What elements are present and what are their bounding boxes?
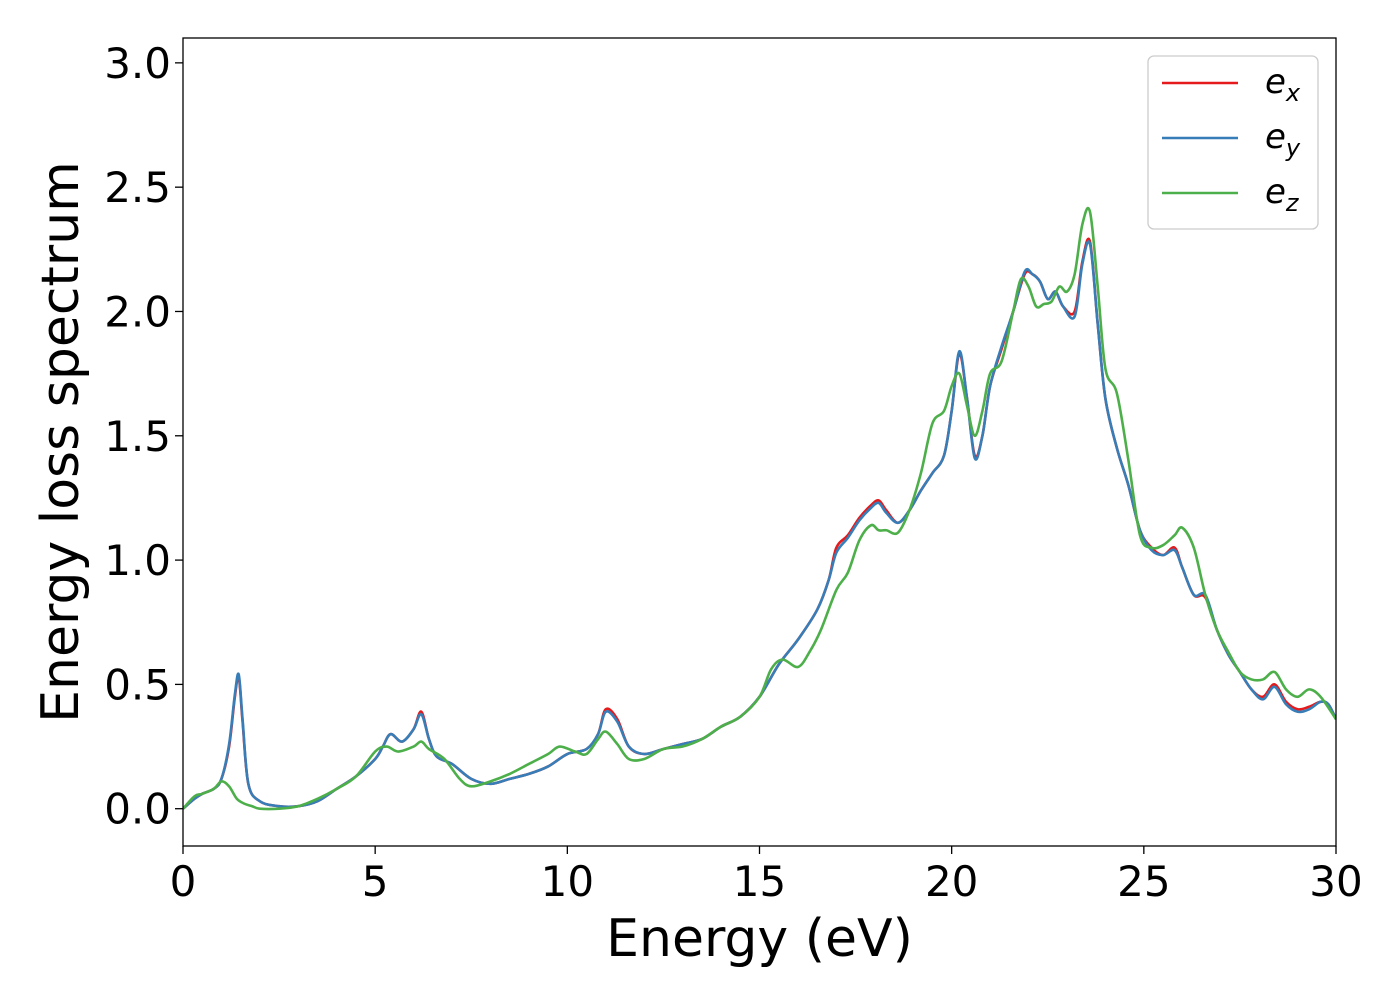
y-axis-label: Energy loss spectrum xyxy=(31,161,91,723)
legend-box xyxy=(1147,55,1319,230)
y-tick-label: 0.5 xyxy=(104,660,171,709)
legend-entry-ex: ex xyxy=(1265,62,1301,107)
series-layer xyxy=(183,206,1336,811)
series-line-ez xyxy=(183,206,1336,811)
x-tick-label: 15 xyxy=(733,857,786,906)
x-tick-label: 30 xyxy=(1309,857,1362,906)
y-tick-label: 0.0 xyxy=(104,785,171,834)
y-axis-ticks: 0.0 0.5 1.0 1.5 2.0 2.5 3.0 xyxy=(104,39,183,834)
x-tick-label: 25 xyxy=(1117,857,1170,906)
y-tick-label: 2.5 xyxy=(104,163,171,212)
x-axis-label: Energy (eV) xyxy=(606,909,913,969)
legend: ex ey ez xyxy=(1147,55,1319,230)
x-tick-label: 20 xyxy=(925,857,978,906)
legend-entry-ez: ez xyxy=(1265,172,1300,217)
x-tick-label: 10 xyxy=(541,857,594,906)
x-axis-ticks: 0 5 10 15 20 25 30 xyxy=(170,846,1363,906)
y-tick-label: 2.0 xyxy=(104,287,171,336)
y-tick-label: 1.0 xyxy=(104,536,171,585)
legend-entry-ey: ey xyxy=(1265,117,1301,162)
y-tick-label: 1.5 xyxy=(104,412,171,461)
series-line-ey xyxy=(183,240,1336,810)
y-tick-label: 3.0 xyxy=(104,39,171,88)
x-tick-label: 0 xyxy=(170,857,197,906)
x-tick-label: 5 xyxy=(362,857,389,906)
